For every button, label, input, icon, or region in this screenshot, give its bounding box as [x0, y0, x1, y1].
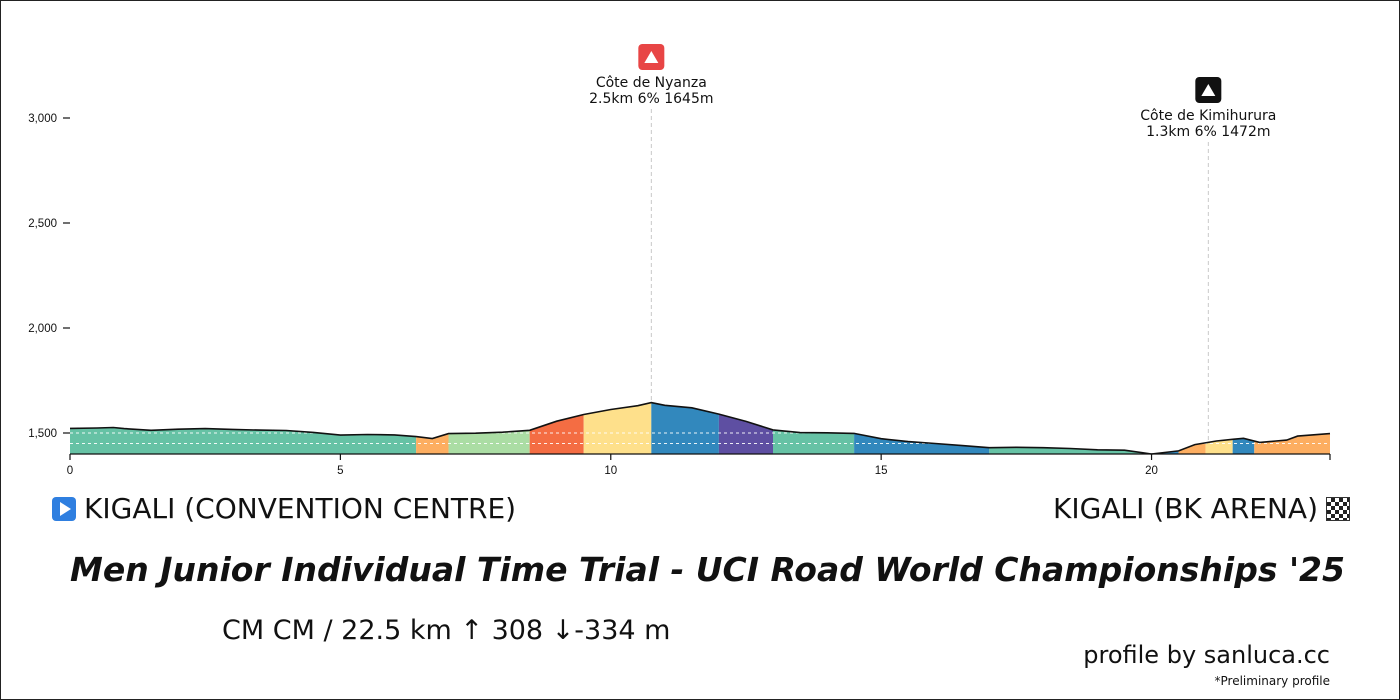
- gradient-segment-6: [651, 402, 719, 454]
- gradient-segment-15: [1254, 433, 1330, 454]
- race-stats: CM CM / 22.5 km ↑ 308 ↓-334 m: [222, 615, 671, 646]
- race-title: Men Junior Individual Time Trial - UCI R…: [70, 550, 1345, 589]
- gradient-segment-9: [854, 433, 990, 454]
- gradient-segment-10: [989, 447, 1152, 454]
- y-tick-label: 2,500: [28, 218, 57, 230]
- start-location: KIGALI (CONVENTION CENTRE): [52, 492, 516, 525]
- start-location-label: KIGALI (CONVENTION CENTRE): [84, 492, 517, 525]
- finish-location: KIGALI (BK ARENA): [1053, 492, 1350, 525]
- play-icon: [52, 496, 76, 521]
- gradient-segment-8: [773, 429, 855, 454]
- gradient-segment-7: [718, 414, 774, 454]
- profile-credit: profile by sanluca.cc: [1083, 641, 1330, 669]
- preliminary-note: *Preliminary profile: [1214, 674, 1330, 688]
- y-tick-label: 3,000: [28, 113, 57, 125]
- gradient-segment-1: [70, 427, 417, 454]
- x-tick-label: 5: [337, 465, 343, 477]
- x-tick-label: 15: [875, 465, 888, 477]
- finish-location-label: KIGALI (BK ARENA): [1053, 492, 1318, 525]
- climb-name: Côte de Kimihurura: [1140, 108, 1276, 124]
- y-tick-label: 1,500: [28, 428, 57, 440]
- climb-name: Côte de Nyanza: [596, 75, 707, 91]
- elevation-profile: [69, 401, 1331, 455]
- x-tick-label: 20: [1145, 465, 1158, 477]
- climb-info: 1.3km 6% 1472m: [1146, 124, 1270, 140]
- profile-line: [69, 401, 1331, 455]
- mountain-glyph: [1201, 84, 1216, 96]
- gradient-segment-3: [448, 430, 530, 454]
- x-axis: 0 5 10 15 20: [67, 453, 1331, 477]
- x-tick-label: 10: [604, 465, 617, 477]
- gradient-segment-4: [529, 414, 584, 454]
- y-tick-label: 2,000: [28, 323, 57, 335]
- gradient-segment-14: [1232, 438, 1255, 454]
- mountain-glyph: [644, 51, 659, 63]
- checkered-flag-icon: [1326, 496, 1350, 521]
- x-tick-label: 0: [67, 465, 73, 477]
- gradient-segments: [70, 402, 1330, 454]
- climb-info: 2.5km 6% 1645m: [589, 91, 713, 107]
- gradient-segment-13: [1205, 439, 1233, 454]
- gradient-segment-5: [583, 402, 652, 454]
- gradient-segment-12: [1178, 442, 1206, 454]
- y-axis: 1,500 2,000 2,500 3,000: [28, 113, 70, 440]
